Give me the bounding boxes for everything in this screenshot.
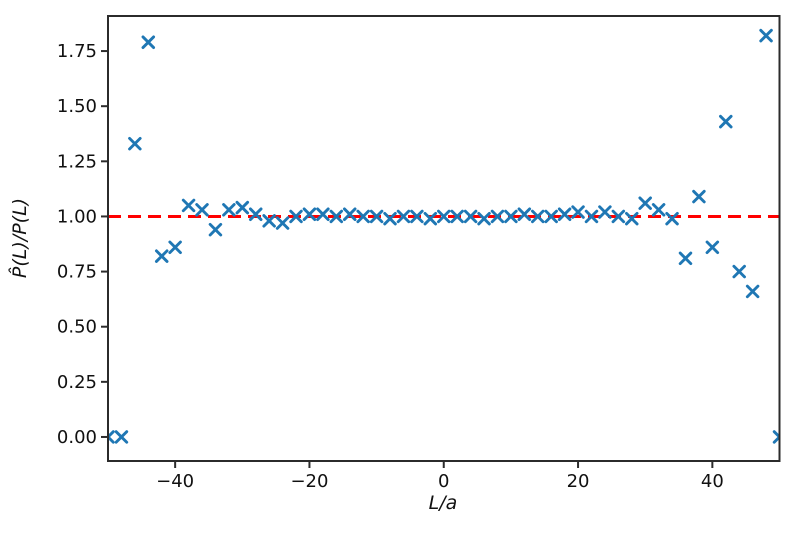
scatter-marker bbox=[463, 209, 478, 224]
scatter-marker bbox=[342, 207, 357, 221]
scatter-marker bbox=[222, 203, 236, 217]
x-tick-label: 40 bbox=[701, 471, 724, 492]
scatter-marker bbox=[181, 198, 196, 213]
scatter-marker bbox=[598, 205, 612, 219]
scatter-marker bbox=[168, 240, 182, 255]
y-tick-label: 1.75 bbox=[57, 41, 97, 62]
scatter-marker bbox=[745, 284, 760, 299]
scatter-marker bbox=[396, 209, 411, 224]
scatter-marker bbox=[154, 249, 169, 263]
scatter-marker bbox=[490, 209, 505, 224]
scatter-marker bbox=[114, 430, 129, 444]
scatter-marker bbox=[571, 205, 585, 219]
x-tick-label: −40 bbox=[156, 471, 194, 492]
scatter-marker bbox=[665, 211, 679, 226]
scatter-marker bbox=[289, 209, 303, 224]
scatter-marker bbox=[141, 35, 156, 49]
x-tick-label: 20 bbox=[567, 471, 590, 492]
scatter-marker bbox=[262, 214, 276, 228]
y-tick-label: 0.75 bbox=[57, 262, 97, 283]
scatter-marker bbox=[772, 430, 780, 444]
x-axis-label: L/a bbox=[428, 492, 458, 514]
scatter-marker bbox=[316, 207, 330, 221]
scatter-marker bbox=[410, 209, 424, 224]
y-axis-label: P̂(L)/P(L) bbox=[9, 197, 31, 279]
scatter-marker bbox=[356, 209, 370, 224]
scatter-marker bbox=[329, 209, 344, 224]
y-tick-label: 0.50 bbox=[57, 317, 97, 338]
scatter-marker bbox=[544, 209, 558, 224]
scatter-marker bbox=[638, 196, 652, 210]
scatter-marker bbox=[128, 136, 142, 151]
y-tick-label: 1.50 bbox=[57, 96, 97, 117]
scatter-marker bbox=[531, 209, 545, 224]
scatter-marker bbox=[584, 209, 599, 224]
scatter-marker bbox=[504, 209, 518, 224]
y-tick-label: 0.00 bbox=[57, 427, 97, 448]
scatter-series bbox=[108, 28, 780, 444]
scatter-marker bbox=[450, 209, 464, 224]
scatter-marker bbox=[423, 211, 438, 226]
x-tick-label: −20 bbox=[290, 471, 328, 492]
y-tick-label: 1.00 bbox=[57, 206, 97, 227]
scatter-marker bbox=[625, 211, 639, 226]
scatter-marker bbox=[195, 203, 209, 217]
scatter-marker bbox=[302, 207, 317, 221]
scatter-marker bbox=[705, 240, 720, 255]
x-tick-label: 0 bbox=[438, 471, 449, 492]
plot-border bbox=[107, 15, 781, 462]
scatter-marker bbox=[719, 114, 733, 129]
scatter-marker bbox=[557, 207, 572, 221]
scatter-marker bbox=[477, 211, 491, 226]
scatter-marker bbox=[383, 211, 397, 226]
scatter-marker bbox=[692, 189, 706, 204]
scatter-marker bbox=[275, 216, 290, 230]
scatter-marker bbox=[651, 203, 666, 217]
scatter-marker bbox=[108, 430, 115, 444]
scatter-marker bbox=[208, 222, 223, 237]
scatter-marker bbox=[248, 207, 263, 221]
scatter-marker bbox=[437, 209, 451, 224]
y-tick-label: 1.25 bbox=[57, 151, 97, 172]
y-tick-label: 0.25 bbox=[57, 372, 97, 393]
scatter-marker bbox=[369, 209, 384, 224]
scatter-marker bbox=[611, 209, 626, 224]
scatter-marker bbox=[235, 200, 250, 215]
scatter-marker bbox=[759, 28, 773, 43]
scatter-marker bbox=[517, 207, 532, 221]
scatter-marker bbox=[732, 264, 746, 279]
scatter-marker bbox=[678, 251, 693, 266]
